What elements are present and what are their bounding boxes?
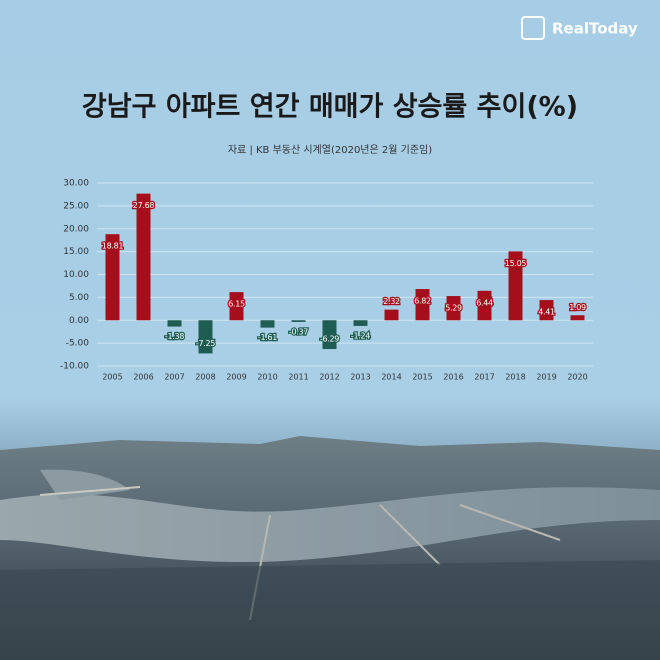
bar xyxy=(384,309,399,321)
value-label: 6.44 xyxy=(476,298,493,307)
x-tick-label: 2006 xyxy=(133,373,153,382)
bar xyxy=(136,193,151,321)
x-tick-label: 2015 xyxy=(412,373,432,382)
value-label: 6.82 xyxy=(414,297,431,306)
value-label: 27.68 xyxy=(133,201,155,210)
value-label: -1.24 xyxy=(351,331,370,340)
chart-title: 강남구 아파트 연간 매매가 상승률 추이(%) xyxy=(82,92,578,123)
y-tick-label: -5.00 xyxy=(66,339,90,349)
y-tick-label: 20.00 xyxy=(63,224,89,234)
logo: RealToday xyxy=(521,16,638,40)
bar xyxy=(508,251,523,321)
x-tick-label: 2011 xyxy=(288,373,308,382)
y-tick-label: 0.00 xyxy=(69,316,89,326)
y-tick-label: -10.00 xyxy=(60,362,89,372)
value-label: 1.09 xyxy=(569,303,586,312)
bar xyxy=(291,320,306,322)
value-label: 2.32 xyxy=(383,297,400,306)
bar xyxy=(167,320,182,327)
x-tick-label: 2012 xyxy=(319,373,339,382)
bar xyxy=(477,290,492,321)
bar xyxy=(539,300,554,321)
bar xyxy=(260,320,275,328)
value-label: -7.25 xyxy=(196,339,215,348)
x-tick-label: 2018 xyxy=(505,373,525,382)
y-tick-label: 15.00 xyxy=(63,247,89,257)
value-label: -0.37 xyxy=(289,327,308,336)
value-label: -1.61 xyxy=(258,333,277,342)
bar xyxy=(322,320,337,350)
brand: RealToday xyxy=(552,20,638,38)
x-tick-label: 2013 xyxy=(350,373,370,382)
value-label: 15.05 xyxy=(505,259,527,268)
value-label: 4.41 xyxy=(538,308,555,317)
x-tick-label: 2009 xyxy=(226,373,246,382)
bar xyxy=(105,234,120,321)
y-tick-label: 30.00 xyxy=(63,179,89,189)
x-tick-label: 2016 xyxy=(443,373,463,382)
x-tick-label: 2010 xyxy=(257,373,277,382)
city-photo xyxy=(0,436,660,660)
x-tick-label: 2005 xyxy=(102,373,122,382)
value-label: 5.29 xyxy=(445,304,462,313)
value-label: 18.81 xyxy=(102,242,124,251)
bar xyxy=(570,315,585,321)
value-label: -6.29 xyxy=(320,335,339,344)
value-label: 6.15 xyxy=(228,300,245,309)
x-tick-label: 2020 xyxy=(567,373,587,382)
x-tick-label: 2014 xyxy=(381,373,401,382)
y-tick-label: 5.00 xyxy=(69,293,89,303)
bar xyxy=(198,320,213,354)
x-tick-label: 2017 xyxy=(474,373,494,382)
x-tick-label: 2019 xyxy=(536,373,556,382)
x-tick-label: 2008 xyxy=(195,373,215,382)
bar xyxy=(229,292,244,321)
y-tick-label: 10.00 xyxy=(63,270,89,280)
bar xyxy=(415,289,430,321)
bar xyxy=(446,296,461,321)
chart-subtitle: 자료 | KB 부동산 시계열(2020년은 2월 기준임) xyxy=(228,143,432,156)
x-tick-label: 2007 xyxy=(164,373,184,382)
y-tick-label: 25.00 xyxy=(63,201,89,211)
bar xyxy=(353,320,368,326)
value-label: -1.38 xyxy=(165,332,184,341)
